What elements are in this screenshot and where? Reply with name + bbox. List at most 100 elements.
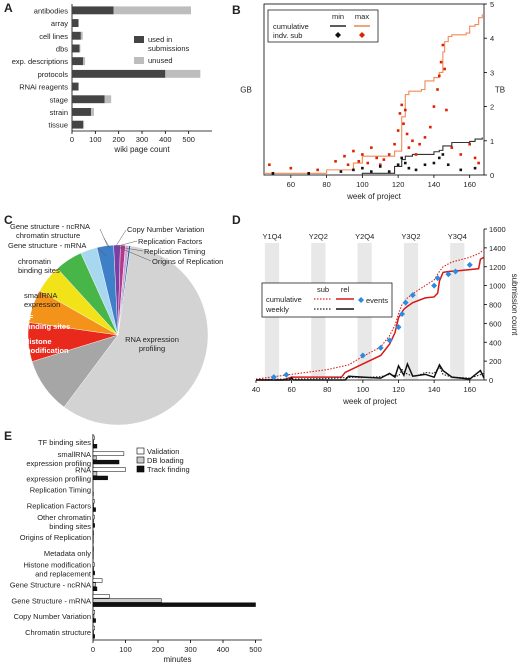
x-axis-label: wiki page count xyxy=(113,145,170,154)
point-indv-sub-min xyxy=(361,166,364,170)
bar-track-finding-smallrna-expression-profiling xyxy=(92,459,120,465)
x-tick-label: 60 xyxy=(287,180,295,189)
category-label-rnai-reagents: RNAi reagents xyxy=(19,83,68,92)
point-indv-sub-max xyxy=(407,146,411,149)
event-marker xyxy=(452,268,459,275)
quarter-band-y3q2 xyxy=(403,243,419,380)
legend-row-indv-sub: indv. sub xyxy=(273,31,302,40)
category-label-rna: RNA xyxy=(75,466,91,475)
category-label-smallrna: smallRNA xyxy=(58,450,91,459)
legend-col-max: max xyxy=(355,12,369,21)
y-axis-label-right: TB xyxy=(495,86,505,95)
event-marker xyxy=(431,282,438,289)
y-tick-label: 800 xyxy=(489,301,502,310)
x-tick-label: 300 xyxy=(136,135,149,144)
category-label-tissue: tissue xyxy=(48,121,68,130)
category-label-protocols: protocols xyxy=(38,70,69,79)
event-marker xyxy=(409,292,416,299)
x-tick-label: 160 xyxy=(463,180,476,189)
category-label-antibodies: antibodies xyxy=(34,6,68,15)
y-right-tick-label: 3 xyxy=(490,68,494,77)
x-tick-label: 200 xyxy=(152,645,165,654)
bar-db-loading-gene-structure-ncrna xyxy=(92,582,96,587)
label-rna-line1: RNA expression xyxy=(125,335,179,344)
bar-track-finding-replication-factors xyxy=(92,507,96,512)
category-label-chromatin-structure: Chromatin structure xyxy=(25,628,91,637)
slice-origins-of-replication xyxy=(117,245,131,336)
line-cumulative-rel xyxy=(256,256,485,381)
legend-col-min: min xyxy=(332,12,344,21)
panel-letter-b: B xyxy=(232,3,241,17)
category-label-replication-timing: Replication Timing xyxy=(30,485,91,494)
y-right-tick-label: 0 xyxy=(490,171,494,180)
point-indv-sub-max xyxy=(439,60,443,64)
event-marker xyxy=(399,310,406,317)
bar-validation-smallrna-expression-profiling xyxy=(92,451,125,456)
legend-row-cumulative: cumulative xyxy=(273,22,309,31)
point-indv-sub-max xyxy=(382,158,386,161)
legend-label-unused: unused xyxy=(148,56,173,65)
point-indv-sub-max xyxy=(436,88,439,91)
x-tick-label: 100 xyxy=(119,645,132,654)
point-indv-sub-min xyxy=(423,163,427,167)
point-indv-sub-min xyxy=(459,168,463,172)
y-right-tick-label: 5 xyxy=(490,0,494,9)
label-origins: Origins of Replication xyxy=(152,257,223,266)
quarter-label-y2q4: Y2Q4 xyxy=(355,232,374,241)
panel-letter-e: E xyxy=(4,429,12,443)
quarter-label-y3q4: Y3Q4 xyxy=(448,232,467,241)
bar-db-loading-other-chromatin-binding-sites xyxy=(92,519,94,524)
point-indv-sub-min xyxy=(271,171,275,175)
quarter-band-y3q4 xyxy=(450,243,465,380)
point-indv-sub-min xyxy=(441,153,445,156)
point-indv-sub-min xyxy=(352,168,355,172)
event-marker xyxy=(377,344,384,351)
label-replication-timing: Replication Timing xyxy=(144,247,205,256)
bar-track-finding-gene-structure-ncrna xyxy=(92,586,98,591)
point-indv-sub-max xyxy=(473,156,477,160)
legend-swatch-validation xyxy=(136,447,145,455)
line-weekly-rel xyxy=(256,361,485,381)
label-cbs-line1: chromatin xyxy=(18,257,51,266)
label-cnv: Copy Number Variation xyxy=(127,225,204,234)
point-indv-sub-max xyxy=(468,142,471,146)
point-indv-sub-max xyxy=(396,129,400,132)
legend-marker-indv-min xyxy=(335,32,341,38)
y-tick-label: 0 xyxy=(489,376,493,385)
point-indv-sub-max xyxy=(346,163,350,167)
legend-marker-indv-max xyxy=(359,32,365,38)
point-indv-sub-max xyxy=(432,105,436,108)
category-label-cell-lines: cell lines xyxy=(39,32,68,41)
bar-used-in-submissions-antibodies xyxy=(72,6,114,15)
bar-used-in-submissions-stage xyxy=(72,95,105,104)
x-tick-label: 100 xyxy=(89,135,102,144)
bar-used-in-submissions-tissue xyxy=(72,120,84,129)
x-tick-label: 300 xyxy=(184,645,197,654)
bar-validation-chromatin-structure xyxy=(92,625,95,631)
point-indv-sub-max xyxy=(366,161,370,165)
y-axis-label: submission count xyxy=(510,274,519,337)
bar-used-in-submissions-array xyxy=(72,19,79,27)
y-axis-label-left: GB xyxy=(240,86,252,95)
category-label-copy-number-variation: Copy Number Variation xyxy=(14,612,91,621)
point-indv-sub-min xyxy=(414,168,418,172)
point-indv-sub-max xyxy=(411,139,414,143)
bar-db-loading-replication-factors xyxy=(92,503,94,508)
bar-used-in-submissions-rnai-reagents xyxy=(72,82,79,91)
point-indv-sub-max xyxy=(459,153,463,156)
point-indv-sub-max xyxy=(370,146,373,149)
point-indv-sub-max xyxy=(405,132,409,136)
point-indv-sub-min xyxy=(378,165,382,168)
y-right-tick-label: 4 xyxy=(490,34,494,43)
label-leader-line xyxy=(97,247,107,257)
legend-marker-events xyxy=(358,297,364,303)
bar-validation-gene-structure-mrna xyxy=(92,594,110,599)
event-marker xyxy=(270,374,277,381)
y-tick-label: 1400 xyxy=(489,244,506,253)
label-replication-factors: Replication Factors xyxy=(138,237,202,246)
bar-validation-copy-number-variation xyxy=(92,609,95,615)
label-cbs-line2: binding sites xyxy=(18,266,60,275)
bar-used-in-submissions-cell-lines xyxy=(72,31,81,40)
category-label-expression-profiling: expression profiling xyxy=(26,475,91,484)
